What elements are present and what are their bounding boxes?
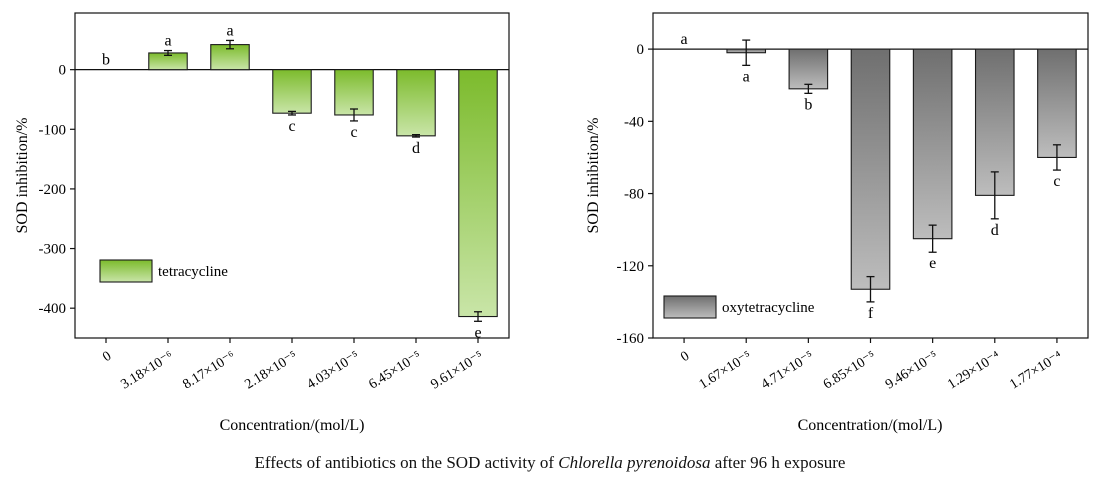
legend-swatch xyxy=(663,295,717,319)
x-tick-label: 6.85×10⁻⁵ xyxy=(821,349,879,393)
caption-species: Chlorella pyrenoidosa xyxy=(558,453,711,472)
significance-letter: c xyxy=(288,118,295,135)
y-axis-label: SOD inhibition/% xyxy=(585,117,602,233)
significance-letter: d xyxy=(991,222,999,239)
oxytetracycline-chart: 0 -40 -80 -120 -160 SOD inhibition/% a 0 a 1.67×1… xyxy=(585,12,1089,434)
y-axis-label: SOD inhibition/% xyxy=(14,117,31,233)
y-tick-label: -300 xyxy=(39,242,67,258)
y-tick-label: -120 xyxy=(617,259,645,275)
significance-letter: e xyxy=(474,324,481,341)
bar xyxy=(974,48,1015,196)
plot-frame xyxy=(74,12,510,339)
bar xyxy=(272,69,312,114)
bar xyxy=(396,69,436,137)
significance-letter: f xyxy=(868,305,874,322)
caption-text: Effects of antibiotics on the SOD activi… xyxy=(254,453,559,472)
y-tick-label: 0 xyxy=(59,63,67,79)
y-tick-label: -40 xyxy=(624,114,644,130)
x-tick-label: 2.18×10⁻⁵ xyxy=(242,349,300,393)
significance-letter: c xyxy=(350,124,357,141)
legend-swatch xyxy=(99,259,153,283)
x-tick-label: 0 xyxy=(678,349,692,365)
bar xyxy=(458,69,498,318)
x-tick-label: 1.67×10⁻⁵ xyxy=(697,349,755,393)
bar xyxy=(850,48,891,290)
legend-label: oxytetracycline xyxy=(722,300,815,316)
significance-letter: a xyxy=(681,31,688,48)
x-axis-label: Concentration/(mol/L) xyxy=(798,417,943,434)
y-tick-label: -160 xyxy=(617,331,645,347)
x-tick-label: 6.45×10⁻⁵ xyxy=(366,349,424,393)
significance-letter: d xyxy=(412,140,420,157)
y-tick-label: -80 xyxy=(624,187,644,203)
bar xyxy=(210,44,250,71)
significance-letter: b xyxy=(804,96,812,113)
significance-letter: b xyxy=(102,52,110,69)
bar xyxy=(1037,48,1077,158)
x-axis-label: Concentration/(mol/L) xyxy=(220,417,365,434)
bar xyxy=(788,48,829,90)
bar xyxy=(334,69,374,116)
x-tick-label: 9.61×10⁻⁵ xyxy=(428,349,486,393)
significance-letter: a xyxy=(743,68,750,85)
bar xyxy=(912,48,953,240)
x-tick-label: 4.03×10⁻⁵ xyxy=(304,349,362,393)
y-tick-label: -200 xyxy=(39,182,67,198)
legend-label: tetracycline xyxy=(158,264,228,280)
x-tick-label: 9.46×10⁻⁵ xyxy=(883,349,941,393)
x-tick-label: 1.29×10⁻⁴ xyxy=(945,349,1003,393)
significance-letter: e xyxy=(929,255,936,272)
x-tick-label: 3.18×10⁻⁶ xyxy=(118,349,176,393)
x-tick-label: 8.17×10⁻⁶ xyxy=(180,349,238,393)
y-tick-label: 0 xyxy=(637,42,645,58)
y-tick-label: -100 xyxy=(39,122,67,138)
significance-letter: a xyxy=(164,33,171,50)
significance-letter: c xyxy=(1053,173,1060,190)
x-tick-label: 0 xyxy=(100,349,114,365)
significance-letter: a xyxy=(226,22,233,39)
figure-caption: Effects of antibiotics on the SOD activi… xyxy=(0,453,1100,473)
y-tick-label: -400 xyxy=(39,301,67,317)
x-tick-label: 4.71×10⁻⁵ xyxy=(759,349,817,393)
caption-text-end: after 96 h exposure xyxy=(710,453,846,472)
tetracycline-chart: 0 -100 -200 -300 -400 SOD inhibition/% b 0 a 3.18… xyxy=(14,12,510,434)
x-tick-label: 1.77×10⁻⁴ xyxy=(1007,349,1065,393)
